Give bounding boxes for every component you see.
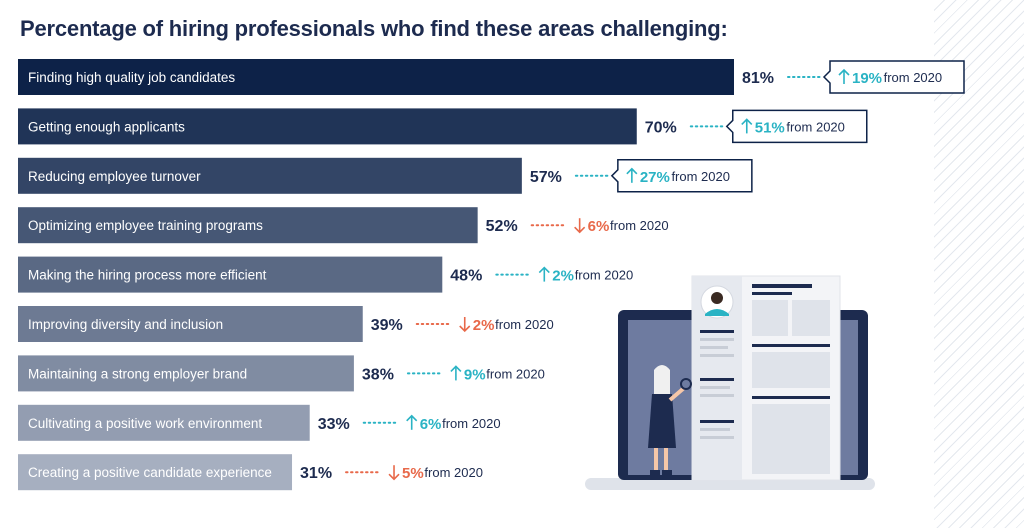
callout-box bbox=[610, 159, 753, 193]
change-suffix: from 2020 bbox=[442, 416, 501, 431]
arrow-up-icon bbox=[626, 167, 638, 183]
arrow-up-icon bbox=[741, 118, 753, 134]
bar-category-label: Making the hiring process more efficient bbox=[28, 268, 267, 283]
bar-category-label: Creating a positive candidate experience bbox=[28, 465, 272, 480]
change-suffix: from 2020 bbox=[786, 119, 845, 134]
bar-value-label: 52% bbox=[486, 218, 518, 235]
bar-category-label: Optimizing employee training programs bbox=[28, 218, 263, 233]
change-value: 6% bbox=[588, 218, 610, 235]
laptop-resume-illustration bbox=[585, 275, 875, 490]
change-suffix: from 2020 bbox=[575, 268, 634, 283]
change-value: 27% bbox=[640, 169, 670, 186]
change-suffix: from 2020 bbox=[671, 169, 730, 184]
bar-value-label: 38% bbox=[362, 366, 394, 383]
change-value: 2% bbox=[552, 268, 574, 285]
change-value: 5% bbox=[402, 465, 424, 482]
bar-category-label: Getting enough applicants bbox=[28, 119, 185, 134]
arrow-down-icon bbox=[574, 218, 586, 234]
change-suffix: from 2020 bbox=[486, 366, 545, 381]
arrow-up-icon bbox=[450, 365, 462, 381]
bar-value-label: 57% bbox=[530, 169, 562, 186]
bar bbox=[18, 157, 522, 194]
magnifier-icon bbox=[680, 378, 692, 390]
bar bbox=[18, 207, 478, 244]
arrow-up-icon bbox=[838, 68, 850, 84]
bar bbox=[18, 59, 734, 95]
arrow-down-icon bbox=[459, 317, 471, 333]
change-suffix: from 2020 bbox=[495, 317, 554, 332]
bar bbox=[18, 355, 354, 392]
bar-category-label: Reducing employee turnover bbox=[28, 169, 201, 184]
bar-value-label: 39% bbox=[371, 317, 403, 334]
bar-value-label: 70% bbox=[645, 119, 677, 136]
change-suffix: from 2020 bbox=[424, 465, 483, 480]
change-value: 9% bbox=[464, 366, 486, 383]
bar bbox=[18, 108, 637, 145]
callout-box bbox=[822, 60, 965, 94]
change-value: 19% bbox=[852, 70, 882, 87]
arrow-up-icon bbox=[406, 414, 418, 430]
chart-title: Percentage of hiring professionals who f… bbox=[20, 16, 728, 41]
bar-category-label: Improving diversity and inclusion bbox=[28, 317, 223, 332]
person-with-magnifier-figure bbox=[648, 365, 692, 475]
change-value: 51% bbox=[755, 119, 785, 136]
bar-value-label: 81% bbox=[742, 70, 774, 87]
bar bbox=[18, 404, 310, 441]
bar-value-label: 33% bbox=[318, 416, 350, 433]
bar-category-label: Maintaining a strong employer brand bbox=[28, 366, 247, 381]
bar bbox=[18, 306, 363, 342]
bar bbox=[18, 256, 443, 293]
bar-category-label: Finding high quality job candidates bbox=[28, 70, 235, 85]
bar bbox=[18, 454, 293, 491]
bar-category-label: Cultivating a positive work environment bbox=[28, 416, 262, 431]
change-value: 2% bbox=[473, 317, 495, 334]
arrow-down-icon bbox=[388, 465, 400, 481]
bar-value-label: 31% bbox=[300, 465, 332, 482]
change-value: 6% bbox=[420, 416, 442, 433]
callout-box bbox=[725, 109, 868, 144]
change-suffix: from 2020 bbox=[884, 70, 943, 85]
laptop-base bbox=[585, 478, 875, 490]
change-suffix: from 2020 bbox=[610, 218, 669, 233]
bar-value-label: 48% bbox=[450, 268, 482, 285]
arrow-up-icon bbox=[538, 266, 550, 282]
